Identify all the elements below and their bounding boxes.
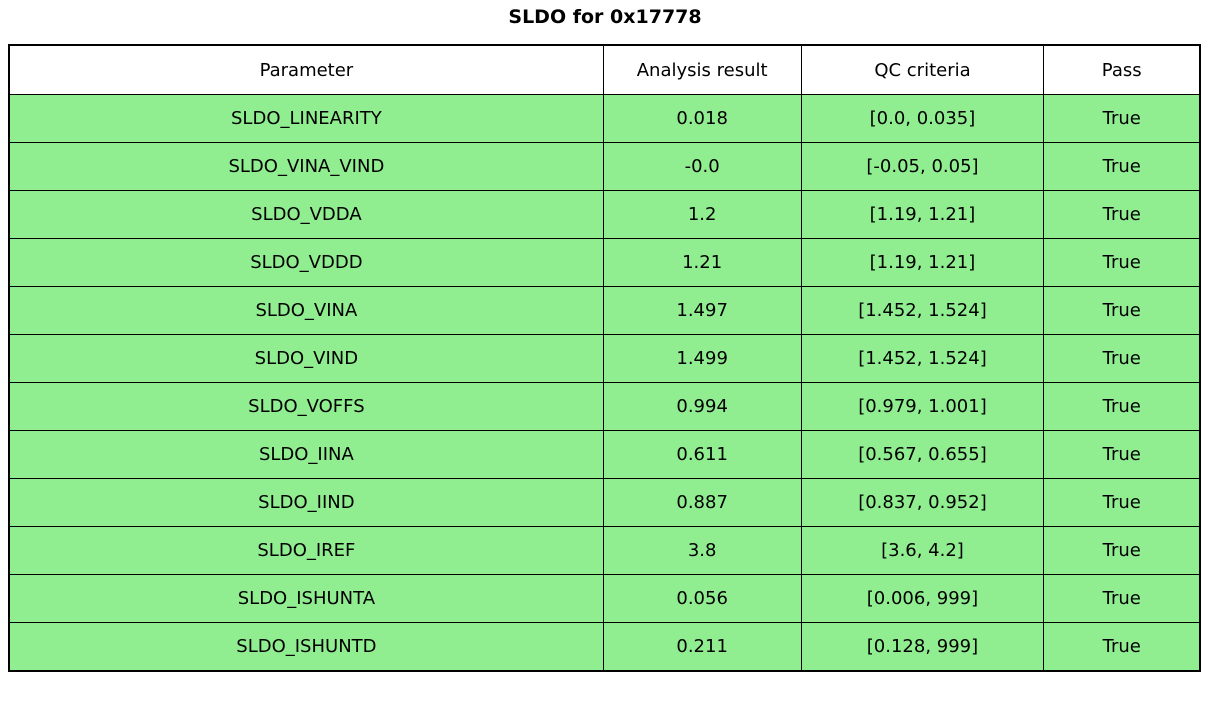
table-row: SLDO_VDDA 1.2 [1.19, 1.21] True [8, 190, 1201, 239]
parameter-cell: SLDO_VINA [8, 286, 604, 335]
qc-criteria-cell: [1.19, 1.21] [800, 190, 1045, 239]
parameter-cell: SLDO_VINA_VIND [8, 142, 604, 191]
qc-criteria-cell: [0.0, 0.035] [800, 94, 1045, 143]
analysis-result-cell: 1.497 [602, 286, 802, 335]
qc-results-table: Parameter Analysis result QC criteria Pass … [8, 44, 1201, 672]
parameter-cell: SLDO_LINEARITY [8, 94, 604, 143]
qc-criteria-cell: [-0.05, 0.05] [800, 142, 1045, 191]
column-header-analysis-result: Analysis result [602, 44, 802, 95]
parameter-cell: SLDO_ISHUNTA [8, 574, 604, 623]
table-row: SLDO_LINEARITY 0.018 [0.0, 0.035] True [8, 94, 1201, 143]
analysis-result-cell: 0.887 [602, 478, 802, 527]
qc-criteria-cell: [1.19, 1.21] [800, 238, 1045, 287]
analysis-result-cell: 0.056 [602, 574, 802, 623]
pass-cell: True [1043, 574, 1201, 623]
analysis-result-cell: 0.994 [602, 382, 802, 431]
parameter-cell: SLDO_VOFFS [8, 382, 604, 431]
qc-criteria-cell: [0.567, 0.655] [800, 430, 1045, 479]
column-header-qc-criteria: QC criteria [800, 44, 1045, 95]
analysis-result-cell: 3.8 [602, 526, 802, 575]
table-row: SLDO_ISHUNTA 0.056 [0.006, 999] True [8, 574, 1201, 623]
table-row: SLDO_VDDD 1.21 [1.19, 1.21] True [8, 238, 1201, 287]
qc-criteria-cell: [1.452, 1.524] [800, 334, 1045, 383]
table-row: SLDO_VINA 1.497 [1.452, 1.524] True [8, 286, 1201, 335]
table-body: SLDO_LINEARITY 0.018 [0.0, 0.035] True SLDO_… [8, 94, 1201, 672]
table-row: SLDO_VOFFS 0.994 [0.979, 1.001] True [8, 382, 1201, 431]
analysis-result-cell: 1.499 [602, 334, 802, 383]
qc-criteria-cell: [0.837, 0.952] [800, 478, 1045, 527]
pass-cell: True [1043, 622, 1201, 672]
column-header-pass: Pass [1043, 44, 1201, 95]
column-header-parameter: Parameter [8, 44, 604, 95]
table-row: SLDO_IIND 0.887 [0.837, 0.952] True [8, 478, 1201, 527]
analysis-result-cell: -0.0 [602, 142, 802, 191]
qc-criteria-cell: [0.979, 1.001] [800, 382, 1045, 431]
pass-cell: True [1043, 526, 1201, 575]
analysis-result-cell: 0.211 [602, 622, 802, 672]
table-row: SLDO_IINA 0.611 [0.567, 0.655] True [8, 430, 1201, 479]
parameter-cell: SLDO_VDDD [8, 238, 604, 287]
parameter-cell: SLDO_VIND [8, 334, 604, 383]
parameter-cell: SLDO_ISHUNTD [8, 622, 604, 672]
qc-criteria-cell: [0.006, 999] [800, 574, 1045, 623]
pass-cell: True [1043, 334, 1201, 383]
analysis-result-cell: 1.21 [602, 238, 802, 287]
qc-criteria-cell: [0.128, 999] [800, 622, 1045, 672]
qc-criteria-cell: [1.452, 1.524] [800, 286, 1045, 335]
parameter-cell: SLDO_IINA [8, 430, 604, 479]
analysis-result-cell: 0.611 [602, 430, 802, 479]
figure-title: SLDO for 0x17778 [508, 6, 702, 28]
parameter-cell: SLDO_IREF [8, 526, 604, 575]
qc-criteria-cell: [3.6, 4.2] [800, 526, 1045, 575]
table-row: SLDO_ISHUNTD 0.211 [0.128, 999] True [8, 622, 1201, 672]
pass-cell: True [1043, 286, 1201, 335]
parameter-cell: SLDO_VDDA [8, 190, 604, 239]
table-row: SLDO_IREF 3.8 [3.6, 4.2] True [8, 526, 1201, 575]
parameter-cell: SLDO_IIND [8, 478, 604, 527]
analysis-result-cell: 0.018 [602, 94, 802, 143]
pass-cell: True [1043, 238, 1201, 287]
pass-cell: True [1043, 190, 1201, 239]
table-row: SLDO_VINA_VIND -0.0 [-0.05, 0.05] True [8, 142, 1201, 191]
pass-cell: True [1043, 94, 1201, 143]
analysis-result-cell: 1.2 [602, 190, 802, 239]
table-row: SLDO_VIND 1.499 [1.452, 1.524] True [8, 334, 1201, 383]
pass-cell: True [1043, 142, 1201, 191]
table-header: Parameter Analysis result QC criteria Pass [8, 44, 1201, 95]
pass-cell: True [1043, 430, 1201, 479]
pass-cell: True [1043, 382, 1201, 431]
header-row: Parameter Analysis result QC criteria Pass [8, 44, 1201, 95]
pass-cell: True [1043, 478, 1201, 527]
